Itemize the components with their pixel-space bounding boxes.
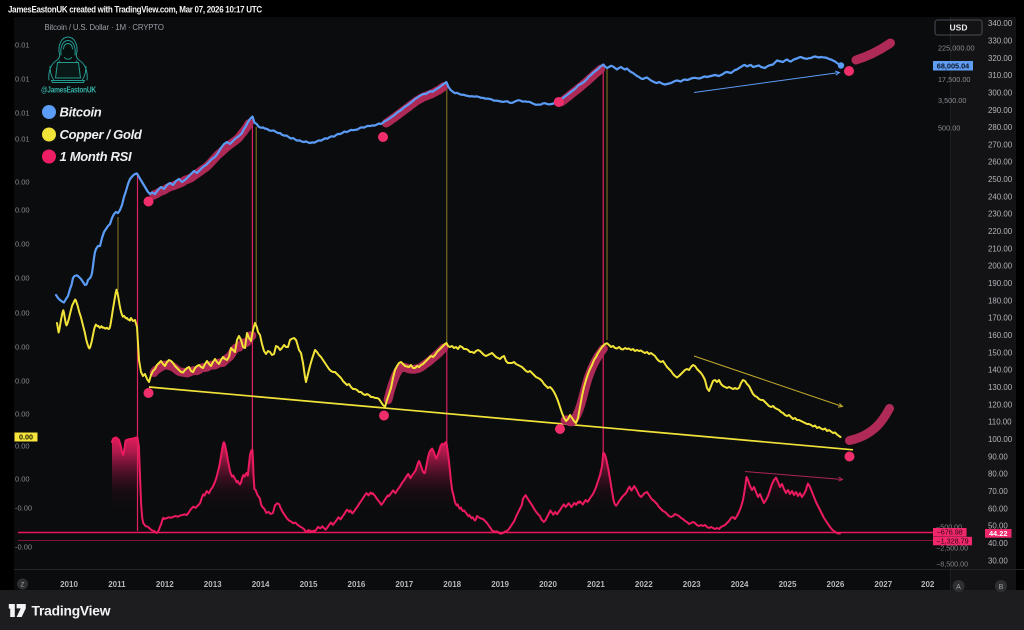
- svg-text:17,500.00: 17,500.00: [938, 75, 970, 84]
- svg-text:0.00: 0.00: [15, 442, 30, 451]
- svg-text:−1,328.79: −1,328.79: [936, 537, 968, 546]
- svg-text:2025: 2025: [779, 580, 797, 589]
- svg-text:0.00: 0.00: [15, 343, 30, 352]
- svg-text:240.00: 240.00: [988, 192, 1013, 201]
- svg-text:310.00: 310.00: [988, 71, 1013, 80]
- svg-text:−500.00: −500.00: [936, 523, 962, 532]
- svg-text:250.00: 250.00: [988, 175, 1013, 184]
- svg-text:290.00: 290.00: [988, 106, 1013, 115]
- svg-text:0.00: 0.00: [15, 309, 30, 318]
- svg-text:0.00: 0.00: [19, 433, 33, 442]
- svg-text:270.00: 270.00: [988, 140, 1013, 149]
- svg-text:0.01: 0.01: [15, 75, 30, 84]
- svg-text:280.00: 280.00: [988, 123, 1013, 132]
- svg-text:230.00: 230.00: [988, 210, 1013, 219]
- svg-text:0.00: 0.00: [15, 410, 30, 419]
- svg-text:1 Month RSI: 1 Month RSI: [60, 149, 132, 164]
- svg-text:Bitcoin: Bitcoin: [60, 105, 102, 120]
- svg-text:−8,500.00: −8,500.00: [936, 560, 968, 569]
- svg-text:2012: 2012: [156, 580, 174, 589]
- svg-text:2022: 2022: [635, 580, 653, 589]
- svg-text:0.00: 0.00: [15, 206, 30, 215]
- svg-text:0.01: 0.01: [15, 135, 30, 144]
- svg-text:2017: 2017: [395, 580, 413, 589]
- svg-text:100.00: 100.00: [988, 435, 1013, 444]
- svg-text:2014: 2014: [252, 580, 270, 589]
- svg-text:-0.00: -0.00: [15, 504, 32, 513]
- svg-text:190.00: 190.00: [988, 279, 1013, 288]
- svg-text:Bitcoin / U.S. Dollar · 1M · C: Bitcoin / U.S. Dollar · 1M · CRYPTO: [45, 23, 164, 32]
- svg-text:30.00: 30.00: [988, 556, 1008, 565]
- svg-text:0.00: 0.00: [15, 377, 30, 386]
- svg-text:TradingView: TradingView: [32, 604, 111, 619]
- svg-text:40.00: 40.00: [988, 539, 1008, 548]
- svg-text:120.00: 120.00: [988, 400, 1013, 409]
- svg-text:500.00: 500.00: [938, 124, 960, 133]
- svg-text:0.01: 0.01: [15, 41, 30, 50]
- svg-text:2026: 2026: [827, 580, 845, 589]
- svg-text:2015: 2015: [300, 580, 318, 589]
- svg-text:200.00: 200.00: [988, 262, 1013, 271]
- svg-text:320.00: 320.00: [988, 54, 1013, 63]
- svg-text:2020: 2020: [539, 580, 557, 589]
- svg-text:2024: 2024: [731, 580, 749, 589]
- svg-text:260.00: 260.00: [988, 158, 1013, 167]
- svg-text:0.00: 0.00: [15, 274, 30, 283]
- svg-text:-0.00: -0.00: [15, 543, 32, 552]
- svg-text:180.00: 180.00: [988, 296, 1013, 305]
- svg-text:USD: USD: [950, 23, 968, 33]
- svg-text:2011: 2011: [108, 580, 126, 589]
- svg-text:2013: 2013: [204, 580, 222, 589]
- svg-text:3,500.00: 3,500.00: [938, 96, 966, 105]
- svg-text:225,000.00: 225,000.00: [938, 44, 975, 53]
- svg-text:Copper / Gold: Copper / Gold: [60, 127, 143, 142]
- svg-text:Z: Z: [21, 582, 25, 589]
- svg-text:330.00: 330.00: [988, 36, 1013, 45]
- svg-text:160.00: 160.00: [988, 331, 1013, 340]
- svg-text:90.00: 90.00: [988, 452, 1008, 461]
- svg-text:2027: 2027: [874, 580, 892, 589]
- svg-text:−676.98: −676.98: [937, 528, 963, 537]
- svg-text:A: A: [956, 584, 961, 591]
- svg-text:B: B: [999, 584, 1004, 591]
- svg-text:70.00: 70.00: [988, 487, 1008, 496]
- svg-text:0.00: 0.00: [15, 178, 30, 187]
- svg-text:2019: 2019: [491, 580, 509, 589]
- svg-text:2010: 2010: [60, 580, 78, 589]
- svg-text:110.00: 110.00: [988, 418, 1012, 427]
- svg-text:170.00: 170.00: [988, 314, 1013, 323]
- svg-text:68,005.04: 68,005.04: [937, 61, 970, 70]
- svg-text:60.00: 60.00: [988, 504, 1008, 513]
- svg-text:130.00: 130.00: [988, 383, 1013, 392]
- svg-text:220.00: 220.00: [988, 227, 1013, 236]
- svg-text:80.00: 80.00: [988, 470, 1008, 479]
- svg-text:44.22: 44.22: [989, 529, 1008, 538]
- svg-text:@JamesEastonUK: @JamesEastonUK: [41, 85, 96, 95]
- svg-text:300.00: 300.00: [988, 88, 1013, 97]
- svg-text:0.01: 0.01: [15, 109, 30, 118]
- svg-text:50.00: 50.00: [988, 522, 1008, 531]
- svg-text:210.00: 210.00: [988, 244, 1013, 253]
- svg-text:0.00: 0.00: [15, 240, 30, 249]
- svg-text:140.00: 140.00: [988, 366, 1013, 375]
- svg-text:2018: 2018: [443, 580, 461, 589]
- svg-text:150.00: 150.00: [988, 348, 1013, 357]
- svg-text:2016: 2016: [348, 580, 366, 589]
- svg-text:202: 202: [921, 580, 935, 589]
- svg-text:0.00: 0.00: [15, 475, 30, 484]
- svg-text:340.00: 340.00: [988, 19, 1013, 28]
- svg-text:JamesEastonUK created with Tra: JamesEastonUK created with TradingView.c…: [8, 4, 263, 15]
- svg-text:−2,500.00: −2,500.00: [936, 544, 968, 553]
- svg-text:2023: 2023: [683, 580, 701, 589]
- svg-text:2021: 2021: [587, 580, 605, 589]
